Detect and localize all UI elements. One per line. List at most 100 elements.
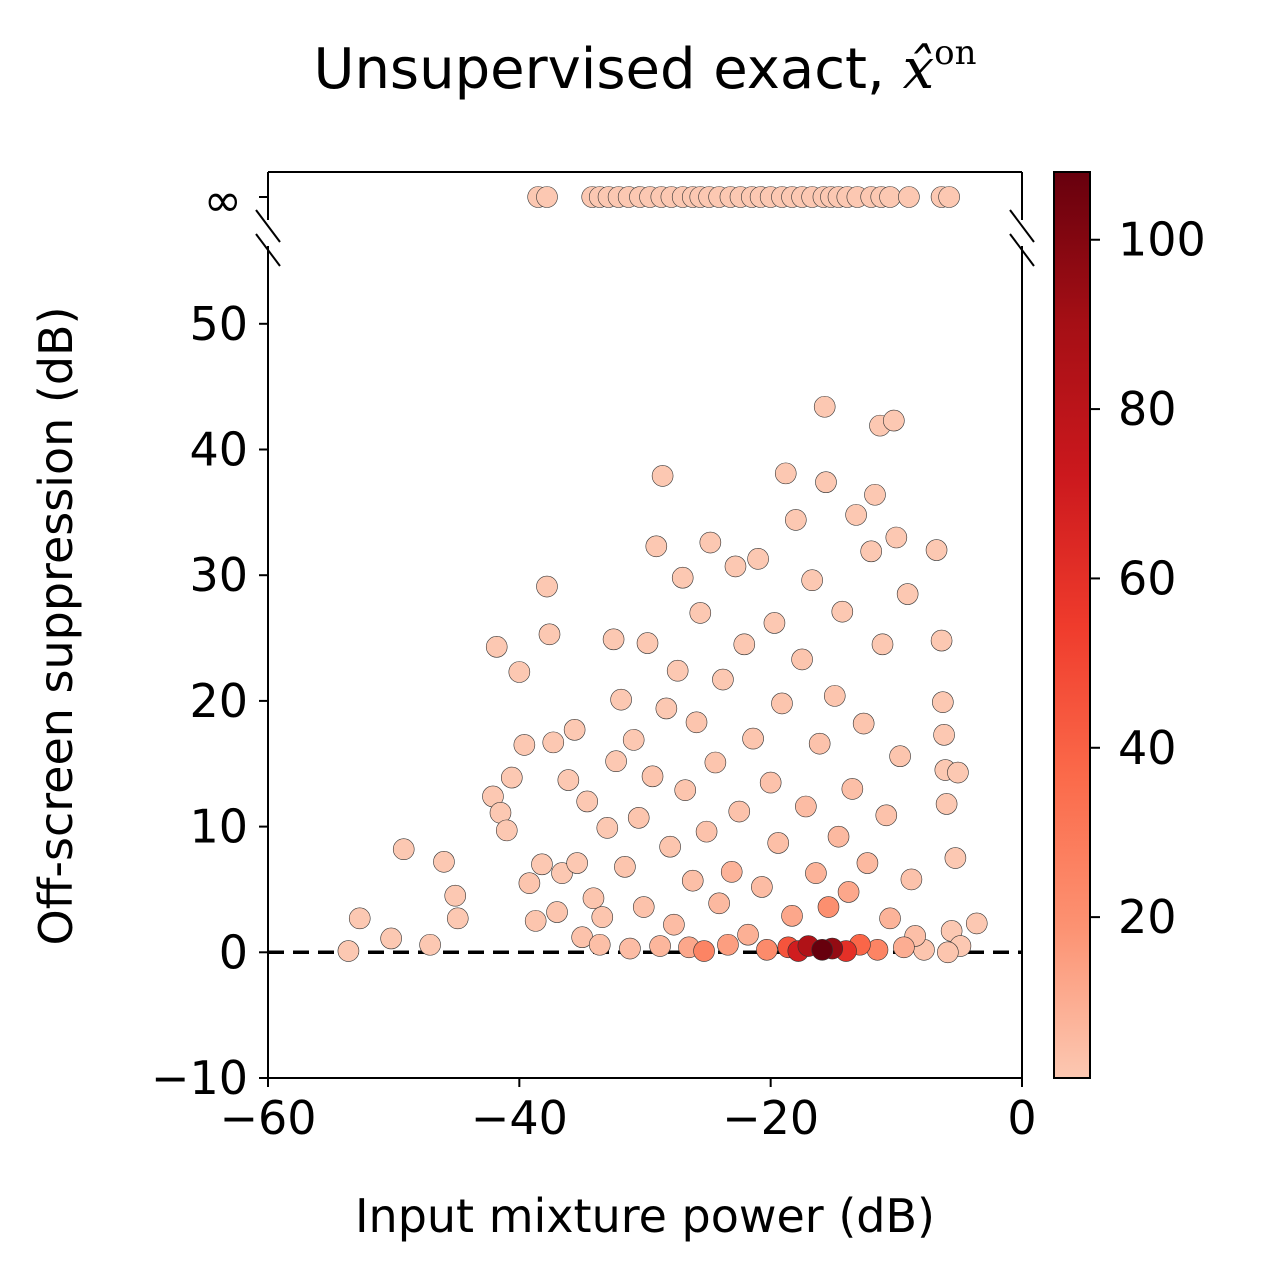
data-point — [815, 471, 837, 493]
data-point — [801, 569, 823, 592]
data-point — [542, 731, 565, 754]
y-tick-label: 10 — [189, 800, 248, 854]
data-point — [742, 727, 764, 750]
data-point — [724, 555, 747, 578]
data-point — [337, 940, 360, 962]
axis-break-right-lower — [1009, 233, 1035, 267]
data-point — [875, 804, 898, 827]
chart-title: Unsupervised exact, x̂on — [313, 33, 976, 102]
data-point — [681, 869, 704, 892]
y-tick-label: 20 — [189, 674, 248, 728]
data-point — [896, 583, 919, 605]
axes: −60 −40 −20 0 −10 0 10 20 30 40 50 ∞ — [151, 171, 1037, 1145]
y-tick-label: 30 — [189, 548, 248, 602]
x-tick-label: −60 — [219, 1091, 316, 1145]
data-point — [781, 905, 803, 927]
infinite-data-point — [879, 186, 901, 208]
data-point — [791, 648, 813, 671]
data-point — [708, 892, 730, 915]
data-point — [947, 761, 969, 784]
chart-title-text: Unsupervised exact, — [313, 37, 902, 102]
data-point — [659, 835, 681, 858]
data-point — [813, 395, 836, 418]
data-point — [348, 907, 371, 930]
data-point — [582, 887, 605, 910]
data-point — [531, 853, 553, 876]
data-point — [518, 872, 541, 894]
data-point — [805, 862, 827, 884]
data-point — [689, 602, 712, 624]
data-point — [566, 852, 588, 874]
data-point — [756, 938, 778, 961]
data-point — [433, 850, 455, 873]
data-point — [733, 633, 756, 656]
data-point — [649, 935, 671, 957]
data-point — [380, 927, 402, 950]
data-point — [627, 807, 650, 829]
data-point — [695, 820, 718, 843]
data-point — [546, 901, 568, 923]
x-axis-label: Input mixture power (dB) — [355, 1189, 935, 1243]
data-point — [795, 795, 817, 818]
data-point — [817, 896, 840, 918]
y-tick-label: 0 — [219, 925, 248, 979]
data-point — [641, 765, 664, 788]
data-point — [933, 724, 955, 746]
data-point — [674, 779, 697, 801]
plot-area — [268, 186, 1022, 964]
chart-title-superscript: on — [934, 33, 976, 73]
data-point — [827, 825, 850, 848]
data-point — [935, 793, 958, 815]
data-point — [871, 633, 894, 656]
data-point — [717, 933, 739, 956]
data-point — [885, 526, 908, 549]
data-point — [930, 629, 953, 652]
data-point — [699, 531, 722, 554]
y-axis-label: Off-screen suppression (dB) — [29, 306, 83, 945]
data-point — [538, 623, 561, 646]
data-point — [811, 938, 833, 961]
data-point — [763, 612, 786, 634]
data-point — [536, 575, 558, 598]
data-point — [932, 691, 954, 713]
data-point — [965, 912, 988, 935]
data-point — [614, 856, 636, 878]
data-point — [889, 745, 911, 768]
data-point — [651, 465, 674, 487]
colorbar-tick-label: 40 — [1118, 721, 1177, 775]
data-point — [893, 936, 915, 959]
data-point — [602, 628, 625, 651]
colorbar-tick-label: 20 — [1118, 890, 1177, 944]
data-point — [767, 832, 790, 854]
data-point — [392, 838, 415, 861]
data-point — [576, 790, 598, 813]
data-point — [557, 769, 580, 791]
data-point — [693, 940, 715, 962]
infinite-data-point — [938, 186, 960, 208]
data-point — [495, 819, 518, 842]
data-point — [704, 751, 727, 774]
data-point — [588, 933, 611, 956]
data-point — [655, 697, 678, 720]
data-point — [925, 539, 948, 561]
x-tick-label: 0 — [1007, 1091, 1036, 1145]
data-point — [747, 548, 769, 570]
data-point — [645, 535, 668, 558]
data-point — [937, 941, 959, 964]
x-tick-label: −40 — [471, 1091, 568, 1145]
colorbar-tick-label: 80 — [1118, 382, 1177, 436]
data-point — [728, 800, 751, 823]
data-point — [845, 504, 867, 526]
data-point — [737, 923, 759, 946]
data-point — [524, 910, 547, 932]
data-point — [671, 566, 694, 589]
data-point — [619, 937, 641, 960]
colorbar-tick-label: 100 — [1118, 213, 1206, 267]
data-point — [444, 884, 467, 907]
colorbar-tick-label: 60 — [1118, 551, 1177, 605]
data-point — [446, 907, 469, 930]
infinite-data-point — [536, 186, 558, 208]
x-tick-label: −20 — [722, 1091, 819, 1145]
axis-break-left-upper — [255, 209, 281, 243]
